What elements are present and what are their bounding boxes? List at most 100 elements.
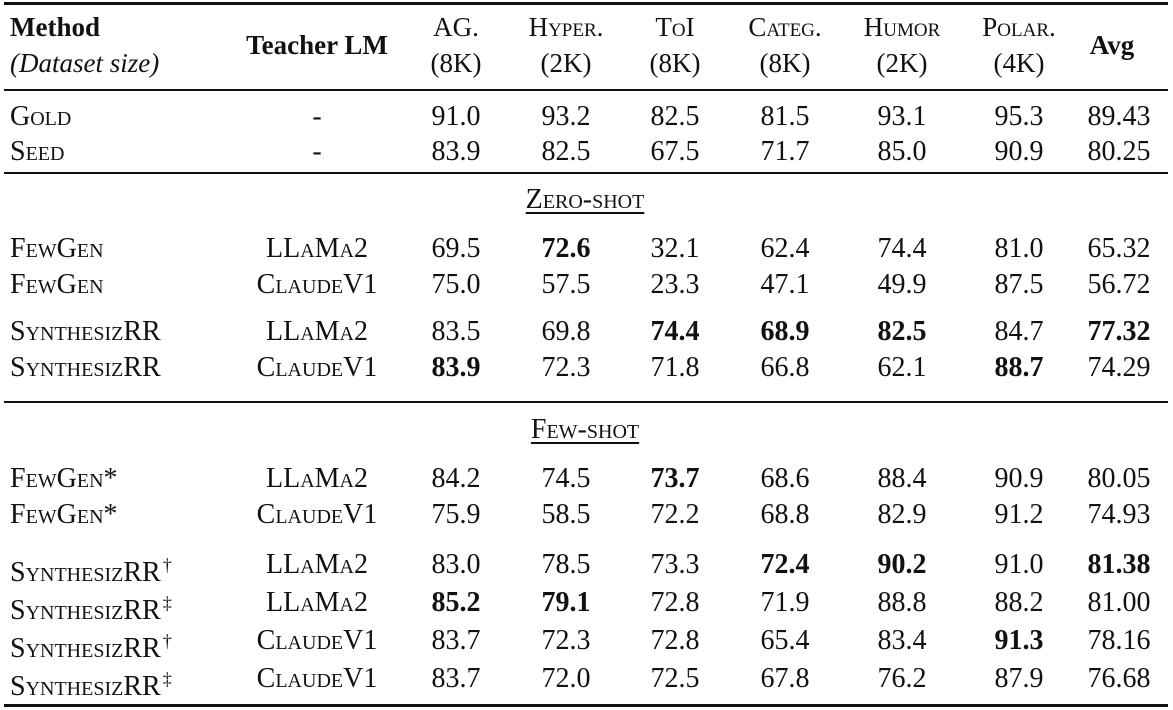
cell-avg: 74.93 xyxy=(1087,499,1151,530)
header-col-polar-size: (4K) xyxy=(993,48,1045,78)
cell-toi: 72.8 xyxy=(650,587,700,618)
cell-toi: 23.3 xyxy=(650,269,700,300)
row-teacher: ClaudeV1 xyxy=(256,663,378,694)
header-teacher-lm: Teacher LM xyxy=(246,30,388,60)
row-teacher: LLaMa2 xyxy=(266,587,368,618)
row-teacher: LLaMa2 xyxy=(266,233,368,264)
cell-hyper: 72.6 xyxy=(541,233,591,264)
cell-categ: 66.8 xyxy=(760,352,810,383)
row-method-cell: SynthesizRR ‡ xyxy=(10,586,172,628)
cell-hyper: 82.5 xyxy=(541,136,591,167)
cell-hyper: 74.5 xyxy=(541,463,591,494)
row-teacher: - xyxy=(312,101,322,132)
cell-categ: 67.8 xyxy=(760,663,810,694)
cell-toi: 73.7 xyxy=(650,463,700,494)
cell-ag: 83.7 xyxy=(431,625,481,656)
cell-avg: 74.29 xyxy=(1087,352,1151,383)
cell-avg: 56.72 xyxy=(1087,269,1151,300)
cell-ag: 83.0 xyxy=(431,549,481,580)
header-col-hyper-size: (2K) xyxy=(540,48,592,78)
cell-toi: 72.8 xyxy=(650,625,700,656)
cell-humor: 74.4 xyxy=(877,233,927,264)
cell-ag: 83.5 xyxy=(431,316,481,347)
cell-toi: 74.4 xyxy=(650,316,700,347)
cell-categ: 47.1 xyxy=(760,269,810,300)
row-method-cell: FewGen* xyxy=(10,498,118,532)
cell-categ: 71.9 xyxy=(760,587,810,618)
cell-categ: 68.8 xyxy=(760,499,810,530)
cell-toi: 73.3 xyxy=(650,549,700,580)
row-teacher: ClaudeV1 xyxy=(256,269,378,300)
header-dataset-size: (Dataset size) xyxy=(10,48,160,78)
header-col-ag: AG. xyxy=(433,12,479,42)
header-col-hyper: Hyper. xyxy=(528,12,604,42)
cell-toi: 32.1 xyxy=(650,233,700,264)
section-title-zero-shot: Zero-shot xyxy=(525,184,645,215)
row-method: SynthesizRR xyxy=(10,595,161,626)
cell-categ: 62.4 xyxy=(760,233,810,264)
cell-polar: 88.7 xyxy=(994,352,1044,383)
cell-humor: 76.2 xyxy=(877,663,927,694)
cell-avg: 65.32 xyxy=(1087,233,1151,264)
cell-polar: 90.9 xyxy=(994,136,1044,167)
cell-toi: 82.5 xyxy=(650,101,700,132)
cell-categ: 68.9 xyxy=(760,316,810,347)
bottom-rule xyxy=(4,704,1168,707)
cell-hyper: 78.5 xyxy=(541,549,591,580)
cell-humor: 88.8 xyxy=(877,587,927,618)
cell-avg: 89.43 xyxy=(1087,101,1151,132)
cell-toi: 67.5 xyxy=(650,136,700,167)
row-method-mark: ‡ xyxy=(162,593,172,613)
row-method-cell: SynthesizRR xyxy=(10,315,161,349)
cell-hyper: 69.8 xyxy=(541,316,591,347)
section-rule-zero-shot xyxy=(4,172,1168,174)
cell-toi: 71.8 xyxy=(650,352,700,383)
row-method: FewGen xyxy=(10,269,104,300)
header-col-humor: Humor xyxy=(863,12,941,42)
cell-humor: 93.1 xyxy=(877,101,927,132)
row-method: FewGen xyxy=(10,233,104,264)
cell-avg: 78.16 xyxy=(1087,625,1151,656)
row-method: SynthesizRR xyxy=(10,671,161,702)
cell-categ: 68.6 xyxy=(760,463,810,494)
cell-humor: 88.4 xyxy=(877,463,927,494)
row-method-cell: FewGen xyxy=(10,232,104,266)
cell-humor: 49.9 xyxy=(877,269,927,300)
header-col-toi: ToI xyxy=(655,12,695,42)
row-method: Seed xyxy=(10,136,65,167)
cell-humor: 83.4 xyxy=(877,625,927,656)
cell-hyper: 58.5 xyxy=(541,499,591,530)
cell-polar: 87.9 xyxy=(994,663,1044,694)
header-col-humor-size: (2K) xyxy=(876,48,928,78)
cell-polar: 88.2 xyxy=(994,587,1044,618)
row-teacher: LLaMa2 xyxy=(266,549,368,580)
cell-polar: 87.5 xyxy=(994,269,1044,300)
header-col-categ-size: (8K) xyxy=(759,48,811,78)
cell-hyper: 72.0 xyxy=(541,663,591,694)
cell-categ: 71.7 xyxy=(760,136,810,167)
cell-polar: 91.0 xyxy=(994,549,1044,580)
cell-categ: 72.4 xyxy=(760,549,810,580)
row-method: Gold xyxy=(10,101,72,132)
cell-ag: 84.2 xyxy=(431,463,481,494)
cell-avg: 76.68 xyxy=(1087,663,1151,694)
cell-categ: 81.5 xyxy=(760,101,810,132)
cell-humor: 82.5 xyxy=(877,316,927,347)
row-method-cell: FewGen xyxy=(10,268,104,302)
row-method: FewGen* xyxy=(10,463,118,494)
cell-hyper: 79.1 xyxy=(541,587,591,618)
cell-ag: 83.7 xyxy=(431,663,481,694)
cell-humor: 62.1 xyxy=(877,352,927,383)
cell-ag: 75.9 xyxy=(431,499,481,530)
section-rule-few-shot xyxy=(4,401,1168,403)
cell-polar: 91.2 xyxy=(994,499,1044,530)
cell-hyper: 93.2 xyxy=(541,101,591,132)
cell-avg: 81.38 xyxy=(1087,549,1151,580)
cell-hyper: 72.3 xyxy=(541,352,591,383)
header-col-polar: Polar. xyxy=(982,12,1056,42)
row-method-mark: ‡ xyxy=(162,669,172,689)
cell-hyper: 72.3 xyxy=(541,625,591,656)
row-method-cell: FewGen* xyxy=(10,462,118,496)
row-method: SynthesizRR xyxy=(10,316,161,347)
cell-ag: 91.0 xyxy=(431,101,481,132)
